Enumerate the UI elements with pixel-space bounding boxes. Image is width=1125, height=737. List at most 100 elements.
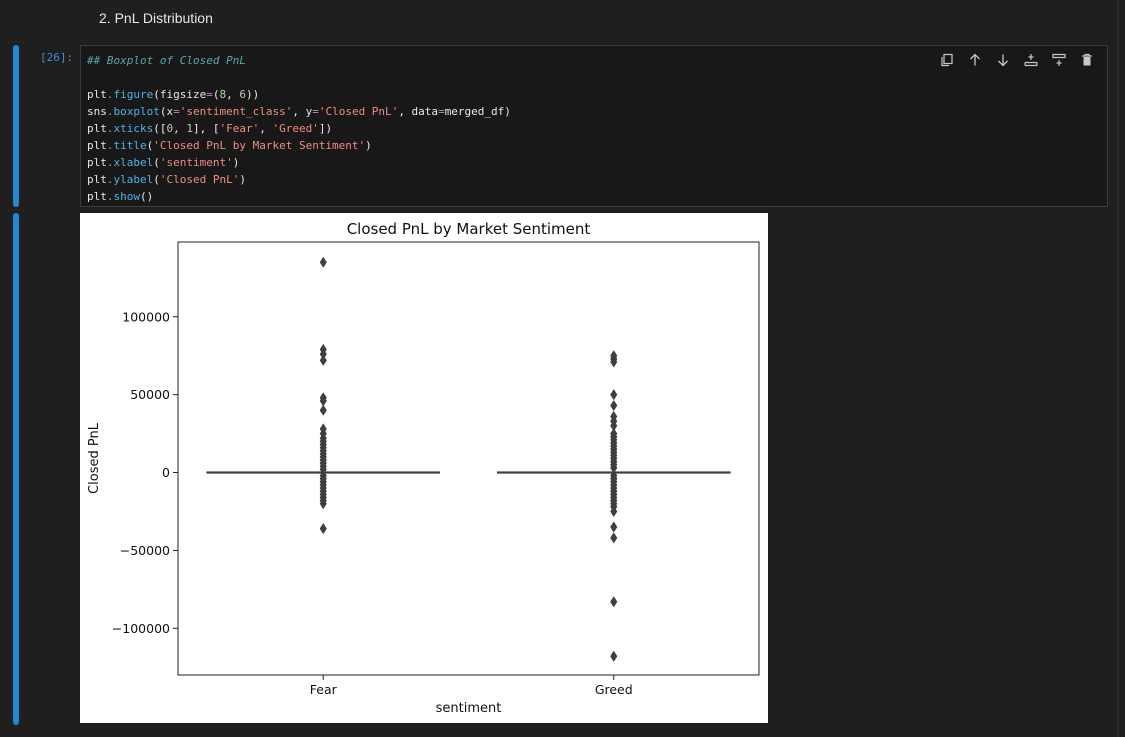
code-token: =: [173, 105, 180, 118]
y-tick-label: −50000: [120, 543, 170, 558]
code-token: 'Fear': [219, 122, 260, 135]
code-token: xticks: [113, 122, 154, 135]
code-token: 1: [186, 122, 193, 135]
code-token: (figsize: [153, 88, 207, 101]
code-line: [87, 69, 511, 86]
code-cell-editor[interactable]: ## Boxplot of Closed PnL plt.figure(figsi…: [80, 45, 1108, 207]
outlier-point: [610, 521, 618, 533]
scrollbar-track: [1117, 0, 1119, 737]
code-token: =: [438, 105, 445, 118]
code-token: 'Closed PnL': [159, 173, 240, 186]
code-token: 'Greed': [272, 122, 319, 135]
code-token: show: [113, 190, 141, 203]
code-token: ], [: [193, 122, 220, 135]
code-token: , data: [398, 105, 439, 118]
output-collapse-bar[interactable]: [13, 213, 19, 725]
code-token: plt: [87, 88, 107, 101]
code-token: .: [106, 173, 114, 186]
code-token: 'Closed PnL by Market Sentiment': [153, 139, 366, 152]
plot-frame: [177, 241, 760, 676]
code-token: title: [113, 139, 147, 152]
outlier-point: [610, 389, 618, 401]
outlier-point: [610, 356, 618, 368]
section-heading: 2. PnL Distribution: [99, 10, 213, 26]
code-token: , y: [292, 105, 313, 118]
boxplot-chart: Closed PnL by Market Sentiment sentiment C…: [87, 220, 760, 716]
x-tick-label: Fear: [310, 682, 338, 697]
code-token: (: [153, 156, 160, 169]
outlier-point: [610, 532, 618, 544]
code-token: =: [206, 88, 213, 101]
code-line: plt.xticks([0, 1], ['Fear', 'Greed']): [87, 120, 511, 137]
code-token: ): [232, 156, 240, 169]
code-token: figure: [113, 88, 154, 101]
outlier-point: [319, 498, 327, 510]
code-token: )): [245, 88, 260, 101]
code-token: (: [212, 88, 220, 101]
code-token: =: [312, 105, 319, 118]
outlier-point: [610, 596, 618, 608]
insert-cell-button[interactable]: [1018, 50, 1043, 70]
outlier-point: [610, 505, 618, 518]
y-tick-label: −100000: [112, 621, 170, 636]
code-token: 6: [239, 88, 246, 101]
cell-selection-bar[interactable]: [13, 45, 19, 207]
outlier-point: [319, 404, 327, 416]
code-token: merged_df): [444, 105, 511, 118]
chart-title: Closed PnL by Market Sentiment: [347, 220, 591, 238]
copy-cell-icon: [940, 53, 953, 67]
split-cell-button[interactable]: [1046, 50, 1071, 70]
code-token: 'sentiment': [159, 156, 233, 169]
code-token: ,: [226, 88, 240, 101]
code-token: 'Closed PnL': [318, 105, 399, 118]
copy-cell-button[interactable]: [934, 50, 959, 70]
code-token: sns: [87, 105, 107, 118]
code-token: ([: [153, 122, 167, 135]
move-up-icon: [969, 53, 980, 66]
code-line: plt.figure(figsize=(8, 6)): [87, 86, 511, 103]
x-axis-label: sentiment: [436, 701, 502, 716]
code-token: xlabel: [113, 156, 154, 169]
code-token: plt: [87, 156, 107, 169]
move-down-icon: [997, 54, 1008, 67]
code-token: boxplot: [113, 105, 160, 118]
code-token: ,: [259, 122, 273, 135]
x-tick-label: Greed: [595, 682, 633, 697]
code-line: sns.boxplot(x='sentiment_class', y='Clos…: [87, 103, 511, 120]
code-token: plt: [87, 190, 107, 203]
code-token: .: [106, 122, 114, 135]
outlier-point: [319, 523, 327, 535]
code-token: .: [106, 139, 114, 152]
y-axis-label: Closed PnL: [87, 422, 102, 494]
code-token: .: [106, 190, 114, 203]
code-token: 'sentiment_class': [179, 105, 293, 118]
code-token: .: [106, 105, 114, 118]
outlier-point: [319, 256, 327, 268]
code-editor-text[interactable]: ## Boxplot of Closed PnL plt.figure(figsi…: [87, 52, 511, 205]
outlier-point: [319, 354, 327, 366]
code-token: (: [146, 139, 154, 152]
code-token: ,: [173, 122, 187, 135]
code-token: ): [239, 173, 246, 186]
move-down-button[interactable]: [990, 50, 1015, 70]
outlier-point: [610, 399, 618, 412]
code-token: 8: [219, 88, 227, 101]
move-up-button[interactable]: [962, 50, 987, 70]
code-token: plt: [87, 122, 107, 135]
cell-output: Closed PnL by Market Sentiment sentiment C…: [80, 213, 768, 723]
delete-icon: [1081, 53, 1092, 66]
execution-count: [26]:: [40, 51, 74, 64]
code-token: .: [106, 88, 114, 101]
code-line: ## Boxplot of Closed PnL: [87, 52, 511, 69]
y-tick-label: 50000: [130, 387, 170, 402]
code-token: 0: [166, 122, 174, 135]
code-line: plt.xlabel('sentiment'): [87, 154, 511, 171]
split-cell-icon: [1051, 53, 1066, 66]
code-token: plt: [87, 173, 107, 186]
code-line: plt.ylabel('Closed PnL'): [87, 171, 511, 188]
code-token: .: [106, 156, 114, 169]
code-token: ): [365, 139, 372, 152]
delete-cell-button[interactable]: [1074, 50, 1099, 70]
insert-cell-icon: [1023, 54, 1038, 67]
code-token: (: [153, 173, 160, 186]
